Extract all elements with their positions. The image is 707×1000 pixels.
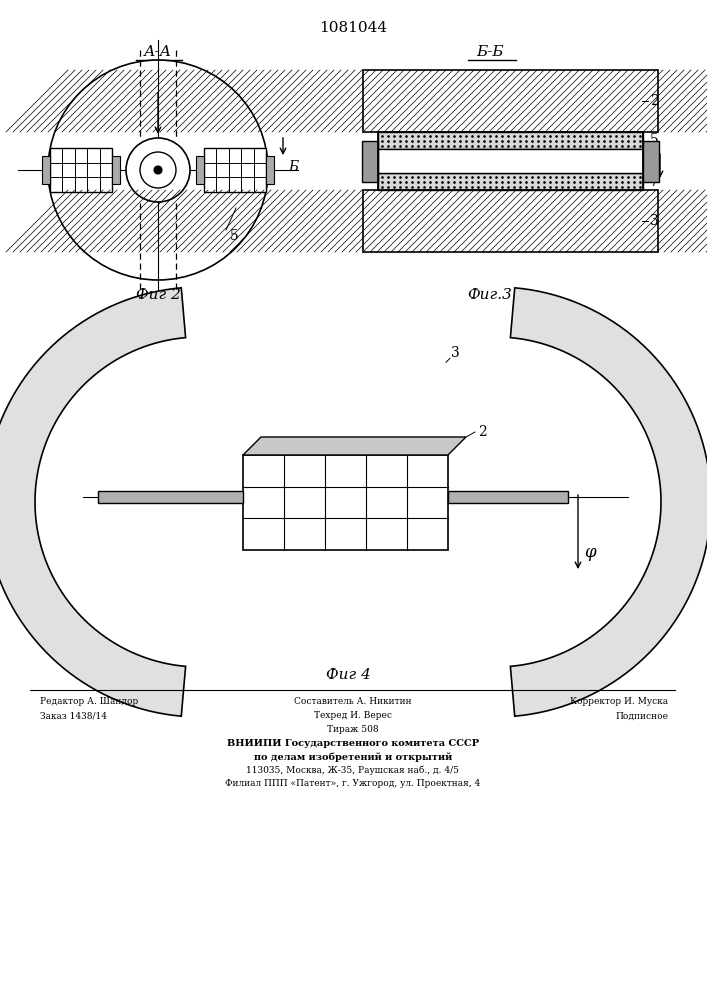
Circle shape bbox=[154, 166, 162, 174]
Text: Б: Б bbox=[288, 160, 298, 174]
Circle shape bbox=[48, 60, 268, 280]
Circle shape bbox=[126, 138, 190, 202]
Text: 1081044: 1081044 bbox=[319, 21, 387, 35]
Bar bbox=[196, 156, 204, 184]
Bar bbox=[378, 132, 643, 190]
Bar bbox=[363, 70, 658, 132]
Bar bbox=[362, 140, 378, 182]
Text: 113035, Москва, Ж-35, Раушская наб., д. 4/5: 113035, Москва, Ж-35, Раушская наб., д. … bbox=[247, 765, 460, 775]
Text: Заказ 1438/14: Заказ 1438/14 bbox=[40, 712, 107, 720]
Text: 6: 6 bbox=[650, 154, 659, 168]
Bar bbox=[378, 173, 643, 190]
Bar bbox=[378, 149, 643, 173]
Bar bbox=[204, 148, 266, 192]
Text: 5: 5 bbox=[650, 133, 659, 147]
Text: φ: φ bbox=[584, 544, 595, 561]
Text: Фиг 4: Фиг 4 bbox=[325, 668, 370, 682]
Text: Б-Б: Б-Б bbox=[477, 45, 504, 59]
Text: 3: 3 bbox=[650, 214, 659, 228]
Circle shape bbox=[140, 152, 176, 188]
Polygon shape bbox=[510, 288, 707, 716]
Text: Корректор И. Муска: Корректор И. Муска bbox=[570, 698, 668, 706]
Bar bbox=[112, 156, 120, 184]
Text: Составитель А. Никитин: Составитель А. Никитин bbox=[294, 698, 411, 706]
Text: Тираж 508: Тираж 508 bbox=[327, 726, 379, 734]
Text: Фиг 2: Фиг 2 bbox=[136, 288, 180, 302]
Bar bbox=[266, 156, 274, 184]
Bar bbox=[98, 491, 243, 503]
Bar bbox=[448, 491, 568, 503]
Bar bbox=[643, 140, 659, 182]
Bar bbox=[50, 148, 112, 192]
Text: 2: 2 bbox=[478, 425, 486, 439]
Text: 2: 2 bbox=[650, 94, 659, 108]
Polygon shape bbox=[0, 288, 186, 716]
Bar bbox=[42, 156, 50, 184]
Text: 3: 3 bbox=[451, 346, 460, 360]
Text: по делам изобретений и открытий: по делам изобретений и открытий bbox=[254, 752, 452, 762]
Text: Подписное: Подписное bbox=[615, 712, 668, 720]
Text: Фиг.3: Фиг.3 bbox=[467, 288, 513, 302]
Text: 5: 5 bbox=[230, 229, 239, 243]
Bar bbox=[363, 190, 658, 252]
Text: А-А: А-А bbox=[144, 45, 172, 59]
Text: Филиал ППП «Патент», г. Ужгород, ул. Проектная, 4: Филиал ППП «Патент», г. Ужгород, ул. Про… bbox=[226, 778, 481, 788]
Text: Редактор А. Шандор: Редактор А. Шандор bbox=[40, 698, 139, 706]
Bar bbox=[243, 455, 448, 550]
Text: 7: 7 bbox=[650, 174, 659, 188]
Text: ВНИИПИ Государственного комитета СССР: ВНИИПИ Государственного комитета СССР bbox=[227, 740, 479, 748]
Text: Техред И. Верес: Техред И. Верес bbox=[314, 712, 392, 720]
Polygon shape bbox=[243, 437, 466, 455]
Bar bbox=[378, 132, 643, 149]
